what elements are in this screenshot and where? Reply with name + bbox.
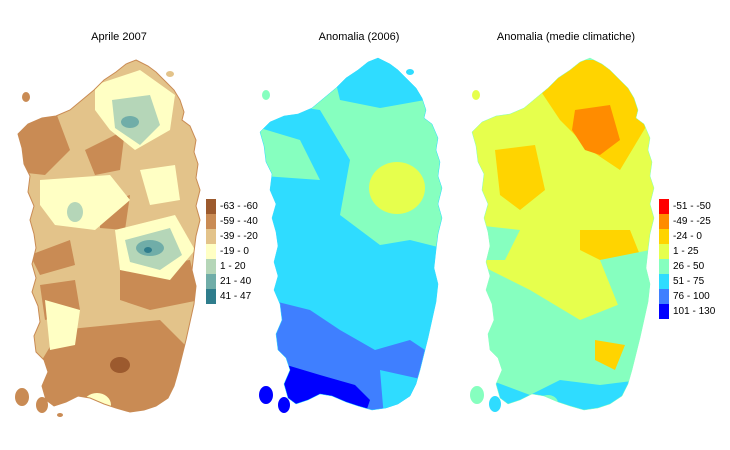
legend-swatch [206,214,216,229]
legend-label: 51 - 75 [673,276,705,287]
legend-label: -24 - 0 [673,231,702,242]
legend-label: -51 - -50 [673,201,711,212]
panel-title-aprile: Aprile 2007 [91,31,147,43]
panel-title-anomalia-2006: Anomalia (2006) [318,31,400,43]
legend-label: -19 - 0 [220,246,249,257]
legend-label: 1 - 25 [673,246,699,257]
legend-label: 41 - 47 [220,291,252,302]
legend-swatch [206,274,216,289]
legend-swatch [659,244,669,259]
legend-swatch [659,274,669,289]
map-aprile-2007 [15,59,201,417]
legend-swatch [206,199,216,214]
legend-label: 1 - 20 [220,261,246,272]
legend-swatch [659,199,669,214]
legend-label: -59 - -40 [220,216,258,227]
legend-swatch [659,304,669,319]
legend-swatch [206,244,216,259]
legend-swatch [206,259,216,274]
legend-label: 21 - 40 [220,276,252,287]
legend-label: -63 - -60 [220,201,258,212]
legend-swatch [206,289,216,304]
map-anomalia-medie [470,57,655,412]
legend-label: 76 - 100 [673,291,710,302]
legend-label: -39 - -20 [220,231,258,242]
legend-swatch [659,259,669,274]
legend-label: -49 - -25 [673,216,711,227]
legend-swatch [659,289,669,304]
legend-swatch [659,214,669,229]
legend-label: 101 - 130 [673,306,716,317]
legend-swatch [206,229,216,244]
legend-swatch [659,229,669,244]
panel-title-anomalia-medie: Anomalia (medie climatiche) [496,31,636,43]
legend-label: 26 - 50 [673,261,705,272]
map-anomalia-2006 [259,57,443,413]
